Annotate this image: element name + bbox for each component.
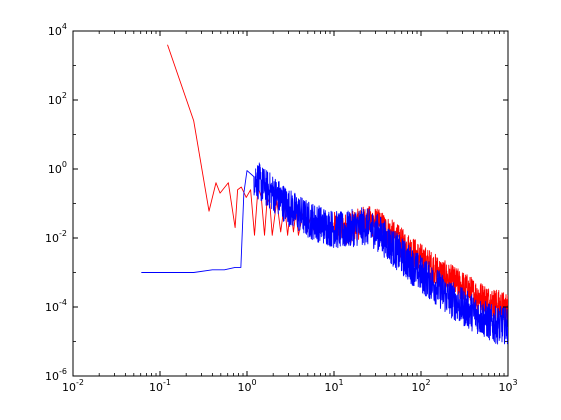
x-tick-label: 101 [324, 378, 343, 394]
x-tick-label: 100 [237, 378, 256, 394]
y-tick-label: 100 [48, 160, 67, 176]
series-line [141, 162, 508, 345]
y-tick-label: 10-6 [45, 367, 67, 383]
y-tick-label: 10-4 [45, 298, 67, 314]
y-tick-label: 10-2 [45, 229, 67, 245]
x-tick-label: 10-1 [149, 378, 171, 394]
plot-area [72, 30, 509, 377]
y-tick-label: 102 [48, 91, 67, 107]
x-tick-label: 102 [411, 378, 430, 394]
x-tick-label: 10-2 [62, 378, 84, 394]
series-1 [141, 162, 508, 345]
y-tick-label: 104 [48, 22, 67, 38]
axes-ticks: 10-2 10-1 100 101 102 103 10-6 10-4 10-2 100 102 10… [45, 22, 518, 394]
x-tick-label: 103 [498, 378, 517, 394]
